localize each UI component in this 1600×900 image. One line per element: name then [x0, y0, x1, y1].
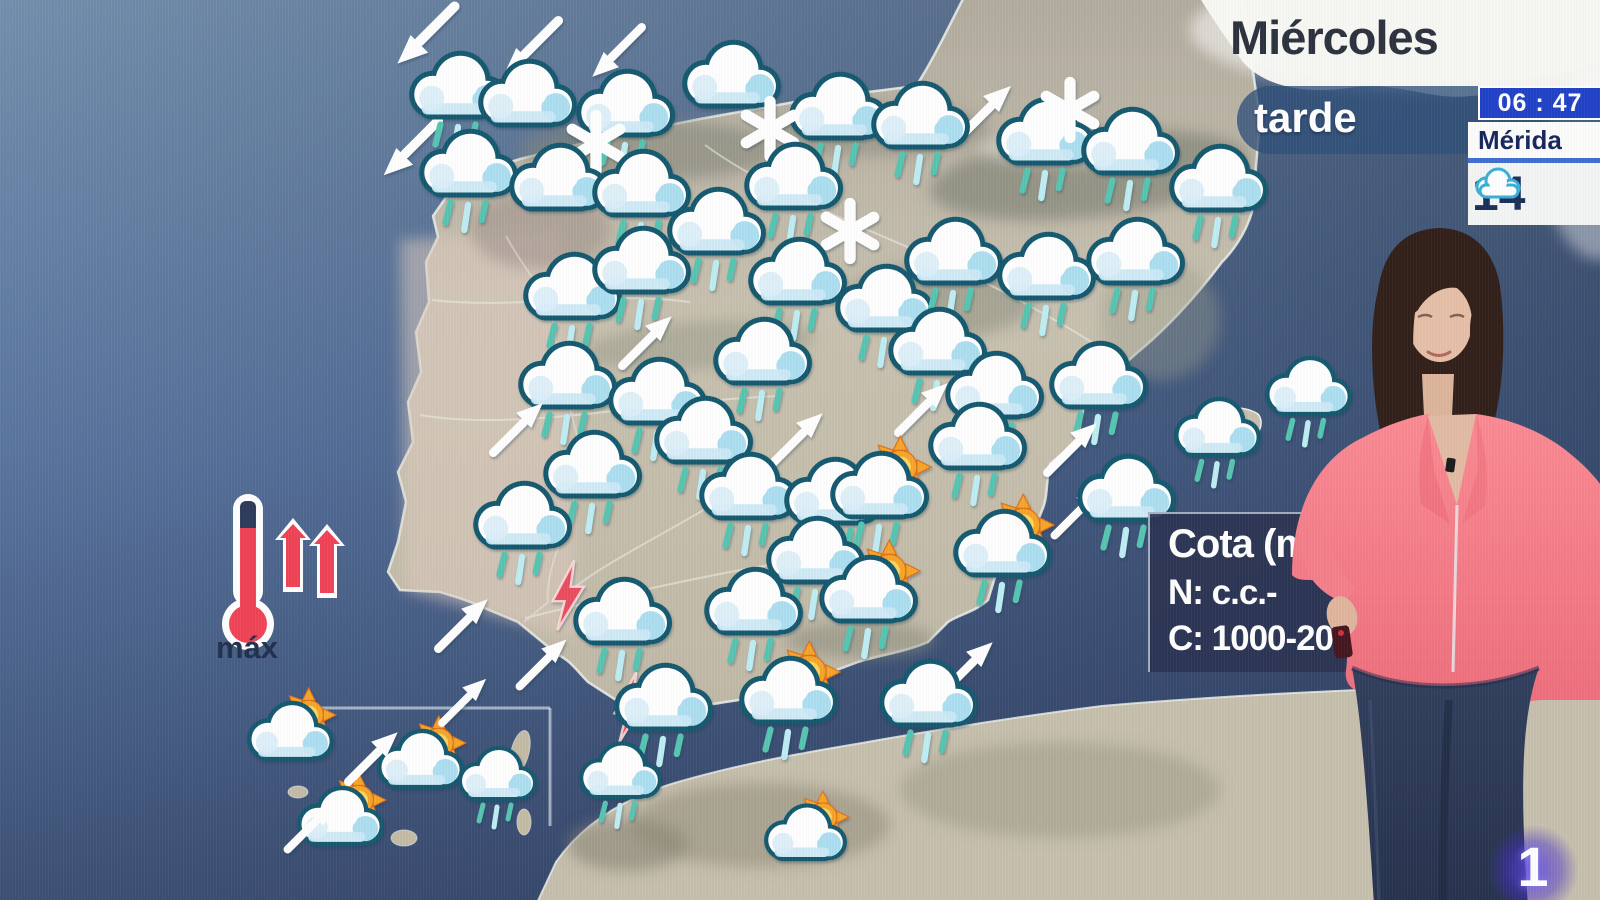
remote-clicker — [1331, 625, 1353, 659]
canary-inset-border — [320, 706, 552, 826]
presenter-face — [1408, 282, 1472, 362]
station-widget: 06 : 47 Mérida 14 — [1468, 86, 1600, 226]
cloud-band — [1201, 0, 1600, 108]
max-label: máx — [216, 630, 279, 665]
cloudy-icon — [1475, 167, 1521, 199]
widget-separator — [1468, 158, 1600, 163]
time-box: 06 : 47 — [1478, 86, 1600, 120]
snow-level-north: N: c.c.- — [1168, 573, 1278, 612]
channel-logo: 1 — [1488, 826, 1578, 900]
channel-logo-number: 1 — [1517, 834, 1549, 898]
temperature-box: 14 — [1468, 163, 1600, 225]
city-box: Mérida — [1468, 122, 1600, 158]
snow-level-title: Cota (m — [1168, 522, 1311, 566]
period-label: tarde — [1254, 94, 1357, 141]
clock-time: 06 : 47 — [1497, 88, 1583, 117]
rising-arrows-icon — [275, 518, 345, 598]
microphone-icon — [1445, 457, 1456, 473]
day-title: Miércoles — [1230, 11, 1439, 64]
city-name: Mérida — [1478, 124, 1562, 155]
max-temperature-legend — [222, 494, 345, 650]
presenter-hand — [1326, 596, 1358, 636]
thermometer-icon — [222, 494, 274, 650]
presenter-neck — [1422, 374, 1454, 416]
snow-level-center: C: 1000-20 — [1168, 619, 1334, 658]
presenter-blazer — [1292, 414, 1600, 705]
